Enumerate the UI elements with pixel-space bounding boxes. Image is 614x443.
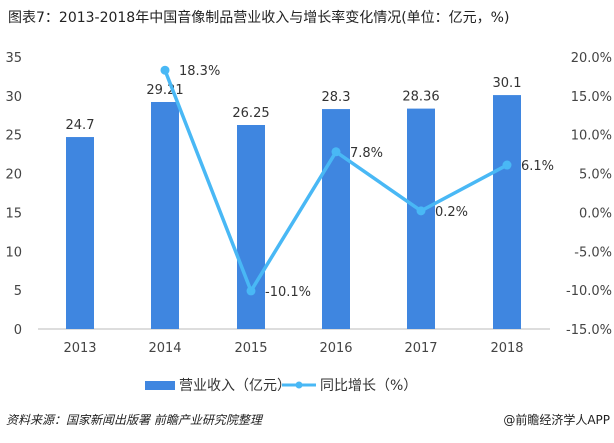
brand-credit: @前瞻经济学人APP: [503, 413, 610, 427]
bar-value-label: 30.1: [493, 76, 522, 91]
right-tick-label: -15.0%: [566, 323, 612, 338]
right-tick-label: 0.0%: [579, 206, 612, 221]
legend-line-swatch: [282, 381, 316, 389]
bar-value-label: 26.25: [232, 106, 269, 121]
source-note: 资料来源：国家新闻出版署 前瞻产业研究院整理: [6, 413, 262, 427]
x-tick-label: 2015: [234, 341, 267, 356]
left-tick-label: 10: [5, 245, 22, 260]
growth-point-2015: [246, 286, 256, 296]
left-tick-label: 5: [14, 284, 22, 299]
bar-2018: [493, 95, 521, 329]
x-tick-label: 2018: [490, 341, 523, 356]
growth-point-2017: [416, 206, 426, 216]
growth-value-label: 6.1%: [521, 159, 554, 174]
legend-label: 同比增长（%）: [320, 378, 418, 394]
growth-value-label: -10.1%: [265, 285, 311, 300]
right-tick-label: -10.0%: [566, 284, 612, 299]
growth-point-2018: [502, 160, 512, 170]
left-tick-label: 30: [5, 90, 22, 105]
chart-title: 图表7：2013-2018年中国音像制品营业收入与增长率变化情况(单位：亿元，%…: [8, 10, 510, 26]
left-tick-label: 15: [5, 206, 22, 221]
growth-point-2014: [160, 65, 170, 75]
bar-value-label: 29.21: [146, 83, 183, 98]
bar-2016: [322, 109, 350, 329]
right-tick-label: 20.0%: [571, 51, 612, 66]
bar-2014: [151, 101, 179, 329]
left-tick-label: 35: [5, 51, 22, 66]
left-tick-label: 25: [5, 129, 22, 144]
left-tick-label: 0: [14, 323, 22, 338]
bar-value-label: 28.36: [402, 90, 439, 105]
left-tick-label: 20: [5, 168, 22, 183]
right-tick-label: -5.0%: [574, 245, 612, 260]
bar-2017: [407, 108, 435, 329]
right-tick-label: 15.0%: [571, 90, 612, 105]
x-tick-label: 2013: [63, 341, 96, 356]
legend-item-growth: 同比增长（%）: [282, 375, 417, 395]
growth-value-label: 18.3%: [179, 64, 220, 79]
bar-value-label: 24.7: [66, 118, 95, 133]
legend-bar-swatch: [145, 380, 175, 390]
right-tick-label: 10.0%: [571, 129, 612, 144]
x-tick-label: 2014: [148, 341, 181, 356]
legend-label: 营业收入（亿元）: [179, 378, 291, 394]
growth-point-2016: [331, 147, 341, 157]
legend-item-revenue: 营业收入（亿元）: [145, 375, 291, 395]
bar-2013: [66, 137, 94, 329]
growth-value-label: 7.8%: [350, 146, 383, 161]
bar-value-label: 28.3: [322, 90, 351, 105]
growth-value-label: 0.2%: [435, 205, 468, 220]
x-tick-label: 2017: [404, 341, 437, 356]
x-tick-label: 2016: [319, 341, 352, 356]
right-tick-label: 5.0%: [579, 168, 612, 183]
bar-2015: [237, 125, 265, 329]
